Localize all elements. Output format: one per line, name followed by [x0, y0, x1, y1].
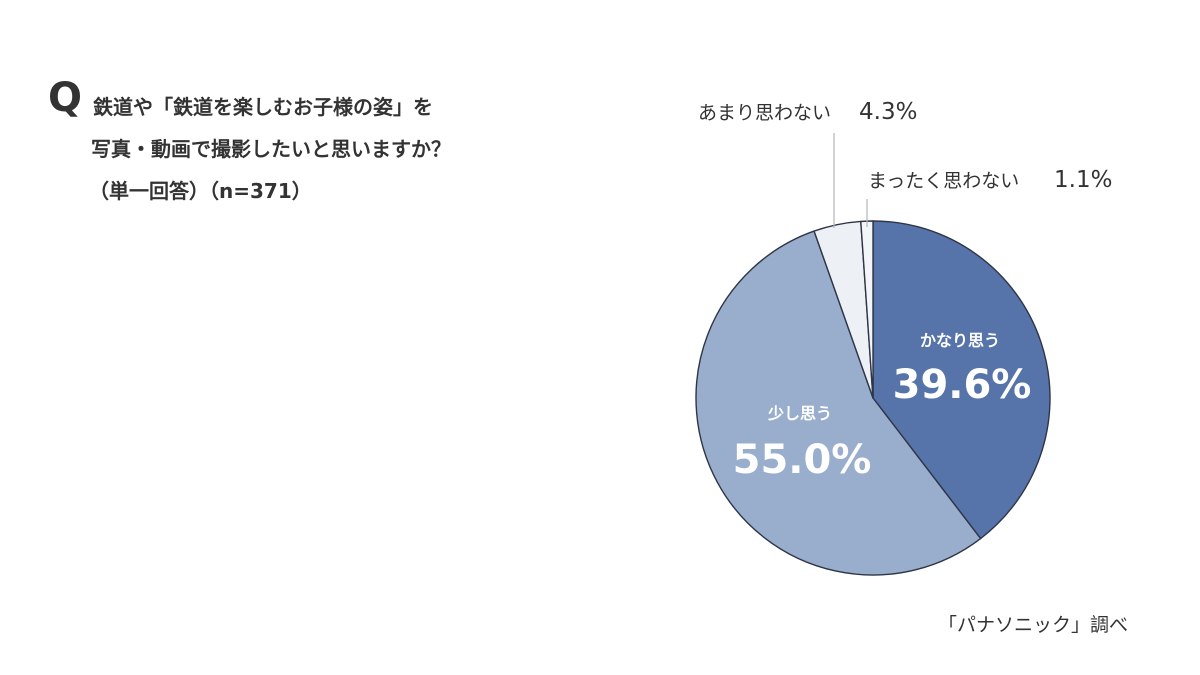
slice-value-label: 4.3%	[859, 99, 917, 125]
question-line-1: 鉄道や「鉄道を楽しむお子様の姿」を	[93, 95, 433, 119]
slice-label: まったく思わない	[868, 170, 1019, 192]
slice-label: 少し思う	[767, 404, 832, 423]
question-line-2: 写真・動画で撮影したいと思いますか？	[91, 137, 451, 161]
pie-slice	[695, 230, 982, 576]
slice-value-label: 55.0%	[733, 437, 872, 483]
question-text: 鉄道や「鉄道を楽しむお子様の姿」を 写真・動画で撮影したいと思いますか？ （単一…	[89, 92, 451, 218]
slice-label: かなり思う	[920, 331, 1000, 350]
question-line-3: （単一回答）（n=371）	[89, 179, 312, 203]
question-mark: Q	[48, 75, 83, 121]
slice-label: あまり思わない	[698, 102, 831, 124]
pie-slice	[872, 220, 1051, 540]
slice-value-label: 1.1%	[1054, 167, 1112, 193]
source-note: 「パナソニック」調べ	[938, 614, 1129, 636]
slice-value-label: 39.6%	[893, 362, 1032, 408]
